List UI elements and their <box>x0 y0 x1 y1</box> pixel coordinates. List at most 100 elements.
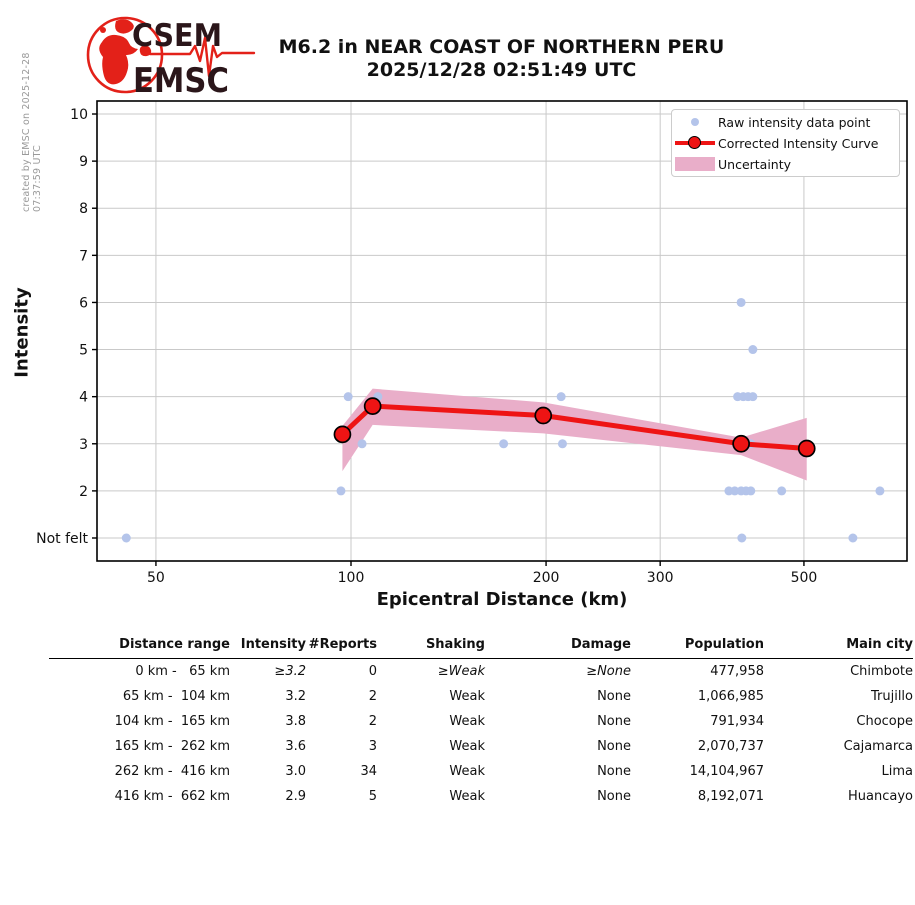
cell-population: 477,958 <box>710 664 764 679</box>
cell-population: 14,104,967 <box>689 764 764 779</box>
legend-item-raw: Raw intensity data point <box>672 112 899 132</box>
table-row: 0 km - 65 km ≥3.2 0 ≥Weak ≥None 477,958 Chimbo… <box>49 659 913 685</box>
raw-intensity-point <box>556 392 566 402</box>
raw-point-swatch <box>672 118 718 126</box>
cell-main-city: Chocope <box>856 714 913 729</box>
cell-main-city: Cajamarca <box>843 739 913 754</box>
curve-marker <box>333 425 352 444</box>
x-tick-label: 200 <box>533 570 560 586</box>
cell-damage: None <box>597 714 631 729</box>
cell-main-city: Trujillo <box>870 689 913 704</box>
x-tick-label: 100 <box>338 570 365 586</box>
raw-intensity-point <box>343 392 353 402</box>
uncertainty-swatch <box>672 157 718 171</box>
column-header-damage: Damage <box>570 637 631 652</box>
cell-main-city: Huancayo <box>848 789 913 804</box>
raw-intensity-point <box>357 439 367 449</box>
y-tick-label: 10 <box>70 107 88 123</box>
cell-damage: None <box>597 739 631 754</box>
cell-shaking: Weak <box>449 714 485 729</box>
legend-label: Uncertainty <box>718 156 792 172</box>
cell-reports: 5 <box>368 789 377 804</box>
curve-marker <box>534 406 553 425</box>
title-datetime: 2025/12/28 02:51:49 UTC <box>366 59 637 81</box>
curve-swatch <box>672 136 718 150</box>
table-row: 416 km - 662 km 2.9 5 Weak None 8,192,071 Huan… <box>49 784 913 809</box>
logo-emsc-text: EMSC <box>133 61 229 101</box>
title-event: M6.2 in NEAR COAST OF NORTHERN PERU <box>278 36 725 58</box>
cell-shaking: Weak <box>449 739 485 754</box>
cell-distance-range: 0 km - 65 km <box>135 664 230 679</box>
y-tick-label: 5 <box>79 343 88 359</box>
cell-main-city: Lima <box>881 764 913 779</box>
raw-intensity-point <box>875 486 885 496</box>
cell-distance-range: 104 km - 165 km <box>114 714 230 729</box>
table-header-row: Distance range Intensity #Reports Shaking Da… <box>49 637 913 659</box>
emsc-logo-graphic: CSEM EMSC <box>86 16 256 101</box>
cell-population: 8,192,071 <box>697 789 764 804</box>
cell-damage: None <box>597 764 631 779</box>
y-axis-label: Intensity <box>11 287 33 378</box>
cell-damage: None <box>597 689 631 704</box>
raw-intensity-point <box>777 486 787 496</box>
globe-continents <box>99 19 152 85</box>
cell-intensity: 3.2 <box>285 689 306 704</box>
raw-intensity-point <box>748 392 758 402</box>
column-header-shaking: Shaking <box>425 637 485 652</box>
cell-reports: 2 <box>368 714 377 729</box>
raw-intensity-point <box>499 439 509 449</box>
cell-reports: 3 <box>368 739 377 754</box>
y-tick-label: 9 <box>79 154 88 170</box>
cell-intensity: 2.9 <box>285 789 306 804</box>
seismogram-icon <box>148 36 256 78</box>
legend-label: Corrected Intensity Curve <box>718 135 879 151</box>
legend-item-curve: Corrected Intensity Curve <box>672 133 899 153</box>
plot-frame <box>96 100 908 562</box>
raw-intensity-point <box>737 533 747 543</box>
table-row: 104 km - 165 km 3.8 2 Weak None 791,934 Chocop… <box>49 709 913 734</box>
y-tick-label: Not felt <box>36 531 88 547</box>
raw-intensity-point <box>121 533 131 543</box>
cell-population: 2,070,737 <box>697 739 764 754</box>
cell-distance-range: 165 km - 262 km <box>114 739 230 754</box>
x-axis-label: Epicentral Distance (km) <box>376 589 628 610</box>
chart-legend: Raw intensity data point Corrected Inten… <box>671 109 900 177</box>
cell-reports: 2 <box>368 689 377 704</box>
cell-population: 1,066,985 <box>697 689 764 704</box>
column-header-main-city: Main city <box>846 637 913 652</box>
curve-marker <box>732 434 750 453</box>
cell-shaking: Weak <box>449 789 485 804</box>
x-tick-label: 50 <box>147 570 165 586</box>
intensity-chart: 50 100 200 300 500 Not felt 2 3 4 5 6 7 8 9 10 <box>36 100 908 586</box>
y-tick-label: 3 <box>79 437 88 453</box>
x-tick-label: 500 <box>791 570 818 586</box>
curve-marker <box>363 397 382 415</box>
cell-damage: ≥None <box>586 664 631 679</box>
table-row: 262 km - 416 km 3.0 34 Weak None 14,104,967 Li… <box>49 759 913 784</box>
cell-intensity: 3.8 <box>285 714 306 729</box>
y-tick-label: 8 <box>79 201 88 217</box>
cell-reports: 34 <box>360 764 377 779</box>
cell-intensity: ≥3.2 <box>274 664 306 679</box>
y-tick-label: 7 <box>79 248 88 264</box>
y-tick-label: 4 <box>79 390 88 406</box>
cell-population: 791,934 <box>710 714 764 729</box>
column-header-reports: #Reports <box>308 637 377 652</box>
cell-intensity: 3.0 <box>285 764 306 779</box>
y-tick-label: 2 <box>79 484 88 500</box>
cell-damage: None <box>597 789 631 804</box>
raw-intensity-point <box>748 345 758 355</box>
raw-intensity-point <box>336 486 346 496</box>
legend-item-uncertainty: Uncertainty <box>672 154 899 174</box>
globe-island <box>100 27 106 33</box>
cell-intensity: 3.6 <box>285 739 306 754</box>
curve-marker <box>797 439 816 458</box>
intensity-summary-table: Distance range Intensity #Reports Shaking Da… <box>49 637 913 809</box>
y-tick-label: 6 <box>79 295 88 311</box>
raw-intensity-point <box>557 439 567 449</box>
cell-shaking: Weak <box>449 764 485 779</box>
cell-distance-range: 65 km - 104 km <box>122 689 230 704</box>
raw-intensity-point <box>848 533 858 543</box>
x-tick-label: 300 <box>647 570 674 586</box>
uncertainty-band <box>342 388 807 481</box>
